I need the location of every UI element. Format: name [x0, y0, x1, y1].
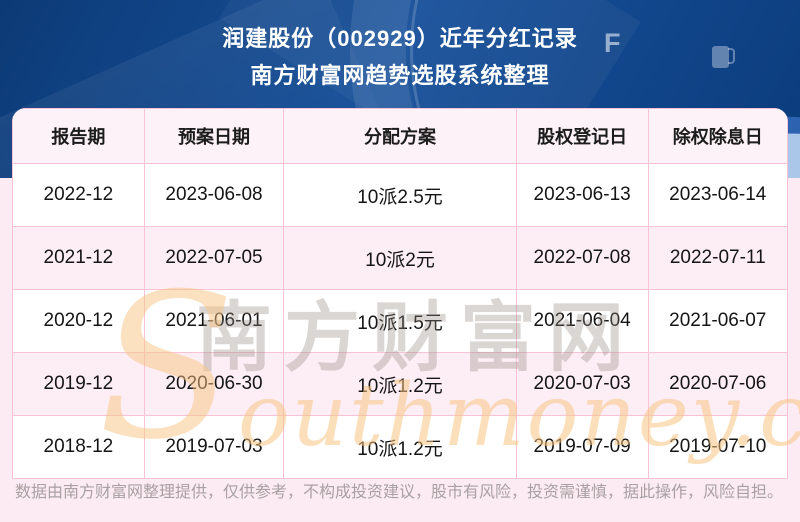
table-row: 2020-12 2021-06-01 10派1.5元 2021-06-04 20… [12, 289, 788, 353]
column-header-plan-date: 预案日期 [143, 108, 285, 164]
table-cell-distribution-plan: 10派1.5元 [283, 289, 517, 353]
table-row: 2021-12 2022-07-05 10派2元 2022-07-08 2022… [12, 226, 788, 290]
column-header-record-date: 股权登记日 [515, 108, 649, 164]
table-cell-distribution-plan: 10派1.2元 [283, 352, 517, 416]
page-subtitle: 南方财富网趋势选股系统整理 [250, 63, 550, 88]
table-cell-ex-dividend-date: 2022-07-11 [647, 226, 788, 290]
table-cell-record-date: 2023-06-13 [515, 163, 649, 227]
table-header-row: 报告期 预案日期 分配方案 股权登记日 除权除息日 [12, 108, 788, 164]
table-cell-plan-date: 2020-06-30 [143, 352, 285, 416]
table-cell-report-period: 2019-12 [12, 352, 145, 416]
table-cell-report-period: 2022-12 [12, 163, 145, 227]
table-row: 2022-12 2023-06-08 10派2.5元 2023-06-13 20… [12, 163, 788, 227]
table-cell-ex-dividend-date: 2023-06-14 [647, 163, 788, 227]
table-cell-distribution-plan: 10派1.2元 [283, 415, 517, 479]
column-header-distribution-plan: 分配方案 [283, 108, 517, 164]
table-cell-record-date: 2020-07-03 [515, 352, 649, 416]
table-cell-ex-dividend-date: 2020-07-06 [647, 352, 788, 416]
table-cell-distribution-plan: 10派2元 [283, 226, 517, 290]
dividend-table: 报告期 预案日期 分配方案 股权登记日 除权除息日 2022-12 2023-0… [12, 108, 788, 479]
title-block: 润建股份（002929）近年分红记录 南方财富网趋势选股系统整理 [0, 20, 800, 94]
table-cell-report-period: 2021-12 [12, 226, 145, 290]
table-cell-report-period: 2018-12 [12, 415, 145, 479]
table-cell-record-date: 2019-07-09 [515, 415, 649, 479]
page-title: 润建股份（002929）近年分红记录 [222, 26, 578, 51]
table-cell-plan-date: 2023-06-08 [143, 163, 285, 227]
table-cell-ex-dividend-date: 2019-07-10 [647, 415, 788, 479]
table-cell-plan-date: 2022-07-05 [143, 226, 285, 290]
table-cell-distribution-plan: 10派2.5元 [283, 163, 517, 227]
dividend-table-card: 报告期 预案日期 分配方案 股权登记日 除权除息日 2022-12 2023-0… [12, 108, 788, 479]
table-row: 2018-12 2019-07-03 10派1.2元 2019-07-09 20… [12, 415, 788, 479]
table-cell-plan-date: 2021-06-01 [143, 289, 285, 353]
column-header-report-period: 报告期 [12, 108, 145, 164]
table-cell-ex-dividend-date: 2021-06-07 [647, 289, 788, 353]
table-cell-plan-date: 2019-07-03 [143, 415, 285, 479]
column-header-ex-dividend-date: 除权除息日 [647, 108, 788, 164]
table-cell-record-date: 2022-07-08 [515, 226, 649, 290]
table-row: 2019-12 2020-06-30 10派1.2元 2020-07-03 20… [12, 352, 788, 416]
fuel-pump-icon [712, 46, 735, 68]
disclaimer-text: 数据由南方财富网整理提供，仅供参考，不构成投资建议，股市有风险，投资需谨慎，据此… [15, 484, 784, 501]
fuel-gauge-f-mark: F [604, 28, 621, 58]
table-cell-report-period: 2020-12 [12, 289, 145, 353]
table-cell-record-date: 2021-06-04 [515, 289, 649, 353]
